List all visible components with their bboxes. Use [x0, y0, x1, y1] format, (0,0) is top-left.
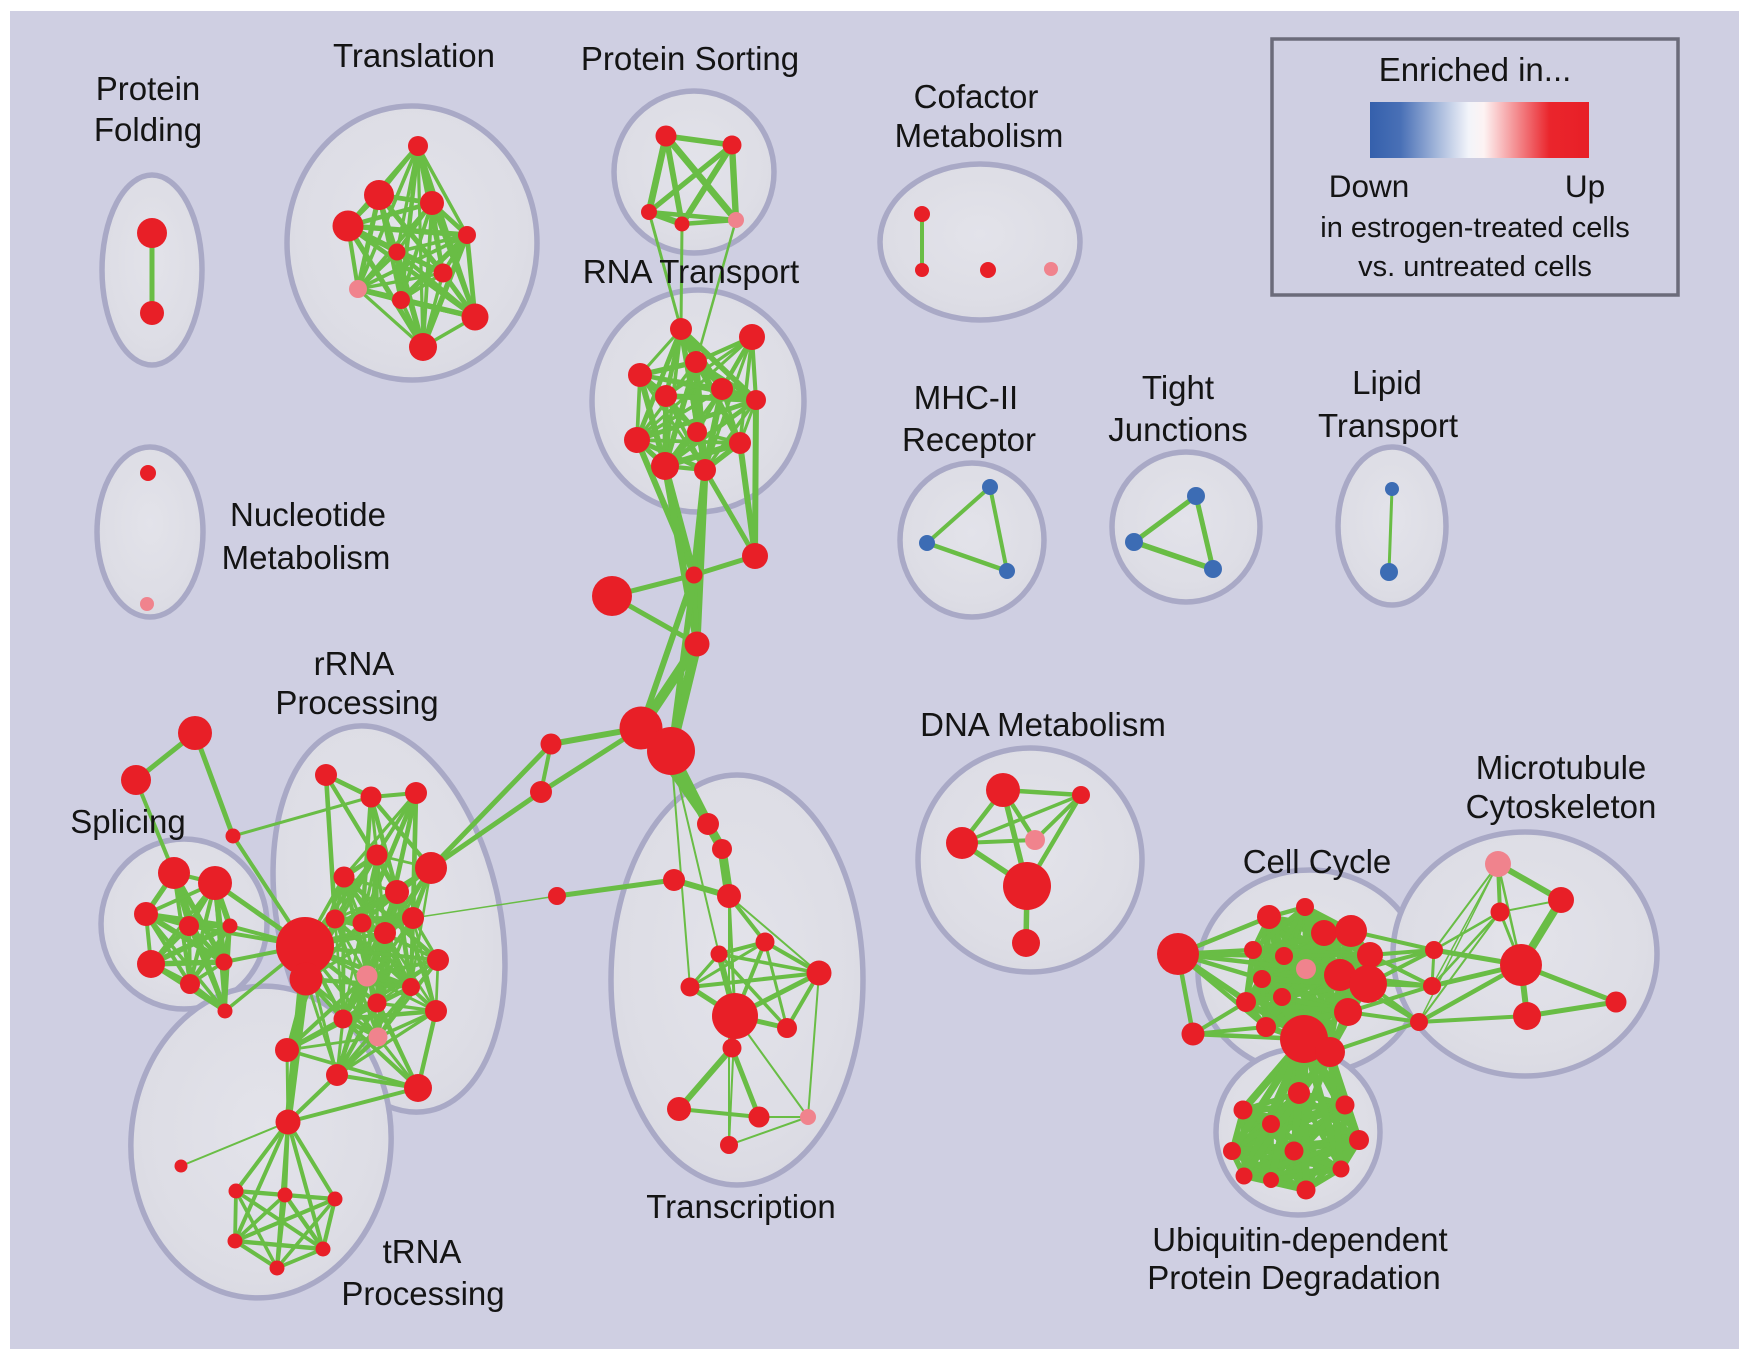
svg-text:Lipid: Lipid — [1352, 364, 1422, 401]
svg-text:Splicing: Splicing — [70, 803, 186, 840]
svg-text:DNA Metabolism: DNA Metabolism — [920, 706, 1166, 743]
svg-text:Tight: Tight — [1142, 369, 1214, 406]
svg-text:Down: Down — [1329, 168, 1410, 204]
svg-text:Enriched in...: Enriched in... — [1379, 51, 1572, 88]
svg-text:Processing: Processing — [275, 684, 438, 721]
svg-text:Cofactor: Cofactor — [914, 78, 1039, 115]
svg-text:Translation: Translation — [333, 37, 495, 74]
svg-text:RNA Transport: RNA Transport — [583, 253, 799, 290]
svg-text:MHC-II: MHC-II — [914, 379, 1018, 416]
svg-text:Metabolism: Metabolism — [895, 117, 1064, 154]
svg-text:Protein Degradation: Protein Degradation — [1147, 1259, 1441, 1296]
svg-text:Microtubule: Microtubule — [1476, 749, 1647, 786]
svg-text:Protein: Protein — [96, 70, 201, 107]
svg-text:Receptor: Receptor — [902, 421, 1036, 458]
svg-text:Transport: Transport — [1318, 407, 1458, 444]
svg-text:Folding: Folding — [94, 111, 202, 148]
svg-text:Processing: Processing — [341, 1275, 504, 1312]
svg-text:vs. untreated cells: vs. untreated cells — [1358, 251, 1592, 283]
svg-text:Protein Sorting: Protein Sorting — [581, 40, 799, 77]
svg-text:rRNA: rRNA — [314, 645, 395, 682]
svg-text:Cell Cycle: Cell Cycle — [1243, 843, 1392, 880]
svg-text:Transcription: Transcription — [646, 1188, 836, 1225]
svg-text:Metabolism: Metabolism — [222, 539, 391, 576]
svg-text:Junctions: Junctions — [1108, 411, 1247, 448]
svg-text:Nucleotide: Nucleotide — [230, 496, 386, 533]
svg-text:tRNA: tRNA — [383, 1233, 462, 1270]
svg-text:Cytoskeleton: Cytoskeleton — [1466, 788, 1657, 825]
svg-text:Ubiquitin-dependent: Ubiquitin-dependent — [1152, 1221, 1447, 1258]
svg-text:in estrogen-treated cells: in estrogen-treated cells — [1320, 212, 1630, 244]
svg-text:Up: Up — [1565, 168, 1605, 204]
